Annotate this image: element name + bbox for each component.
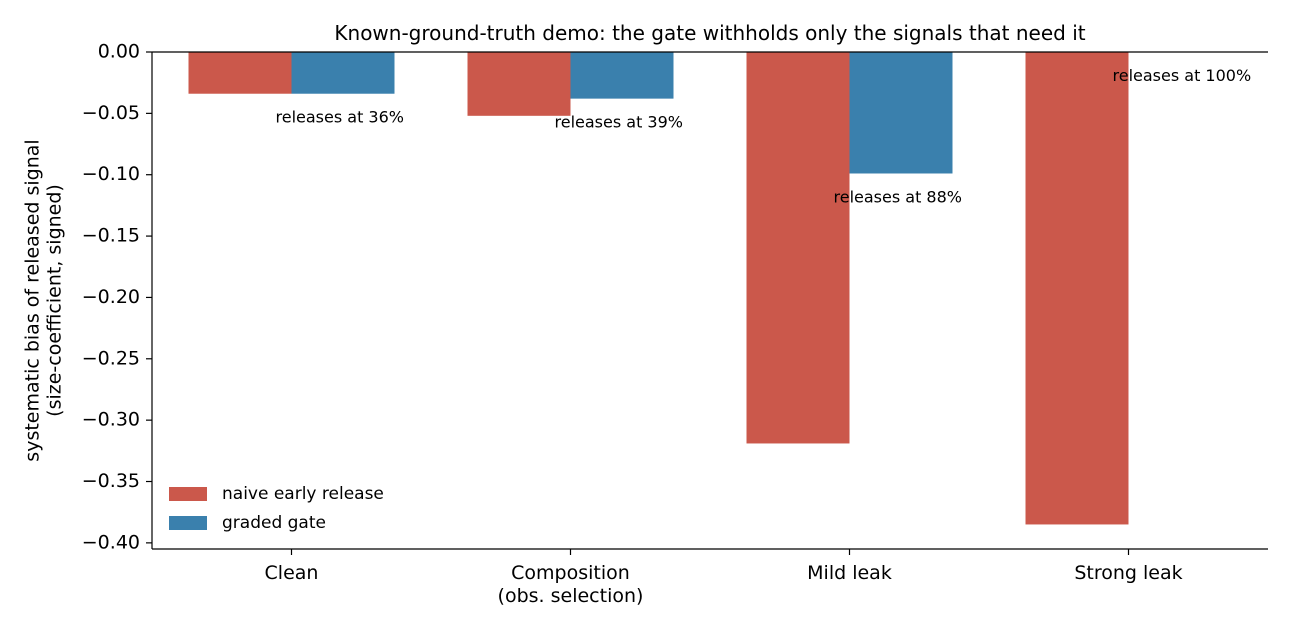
y-tick-label: −0.10 [82,163,140,185]
y-tick-label: −0.25 [82,347,140,369]
bars [188,52,1129,525]
x-tick-label: (obs. selection) [498,585,644,607]
x-tick-label: Clean [265,562,319,584]
y-axis-label-line: (size-coefficient, signed) [44,184,66,417]
release-annotation: releases at 36% [276,108,405,127]
x-tick-label: Composition [511,562,630,584]
legend-label: graded gate [222,513,326,533]
y-tick-label: −0.20 [82,286,140,308]
legend-swatch [169,487,207,501]
bar-naive [188,52,292,94]
release-annotation: releases at 88% [834,187,963,206]
bar-naive [746,52,850,444]
bar-gated [291,52,395,94]
y-tick-label: 0.00 [98,41,140,63]
bar-naive [467,52,571,116]
y-axis-label-line: systematic bias of released signal [22,139,44,461]
y-tick-label: −0.40 [82,531,140,553]
bar-gated [570,52,674,99]
y-axis-label: systematic bias of released signal (size-… [22,139,66,461]
legend: naive early release graded gate [169,484,384,533]
release-annotation: releases at 100% [1113,66,1252,85]
y-ticks: 0.00 −0.05 −0.10 −0.15 −0.20 −0.25 −0.30 −0.35 −… [82,41,152,553]
bar-gated [849,52,953,174]
bar-naive [1025,52,1129,525]
x-tick-label: Mild leak [807,562,892,584]
y-tick-label: −0.30 [82,409,140,431]
y-tick-label: −0.05 [82,102,140,124]
legend-label: naive early release [222,484,384,504]
axes [151,51,1268,550]
y-tick-label: −0.35 [82,470,140,492]
legend-swatch [169,516,207,530]
y-tick-label: −0.15 [82,225,140,247]
release-annotation: releases at 39% [555,113,684,132]
annotations: releases at 36% releases at 39% releases a… [276,66,1252,206]
chart-title: Known-ground-truth demo: the gate withho… [334,21,1085,45]
x-ticks: Clean Composition(obs. selection) Mild lea… [265,549,1183,607]
x-tick-label: Strong leak [1074,562,1182,584]
